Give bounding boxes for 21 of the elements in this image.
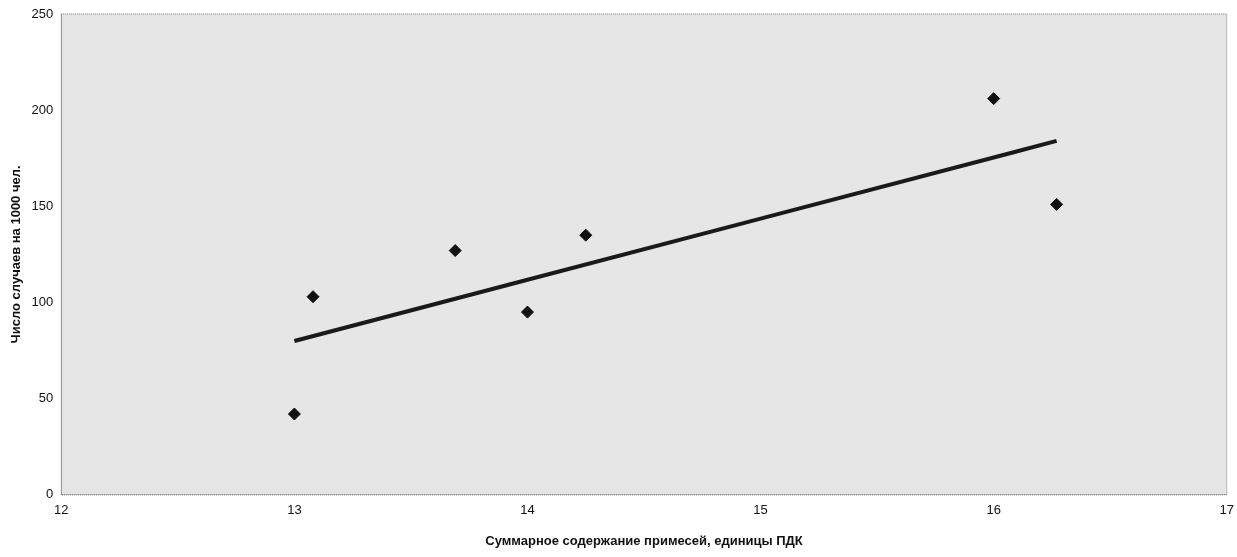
y-tick-label: 150 <box>31 197 54 213</box>
point <box>987 92 1001 106</box>
x-tick-label: 13 <box>287 502 302 518</box>
y-tick-label: 50 <box>38 390 54 406</box>
point <box>306 290 320 304</box>
x-tick-label: 17 <box>1219 502 1234 518</box>
x-tick-label: 12 <box>54 502 69 518</box>
point <box>520 305 534 319</box>
point <box>287 407 301 421</box>
y-tick-label: 0 <box>46 486 54 502</box>
point <box>448 244 462 258</box>
x-tick-label: 14 <box>520 502 535 518</box>
y-tick-label: 250 <box>31 5 54 21</box>
y-tick-label: 100 <box>31 294 54 310</box>
y-axis-title: Число случаев на 1000 чел. <box>8 165 24 344</box>
x-axis-title: Суммарное содержание примесей, единицы ПДК <box>485 532 803 548</box>
point <box>1050 197 1064 211</box>
x-tick-label: 16 <box>986 502 1001 518</box>
point <box>579 228 593 242</box>
x-tick-label: 15 <box>753 502 768 518</box>
y-tick-label: 200 <box>31 101 54 117</box>
